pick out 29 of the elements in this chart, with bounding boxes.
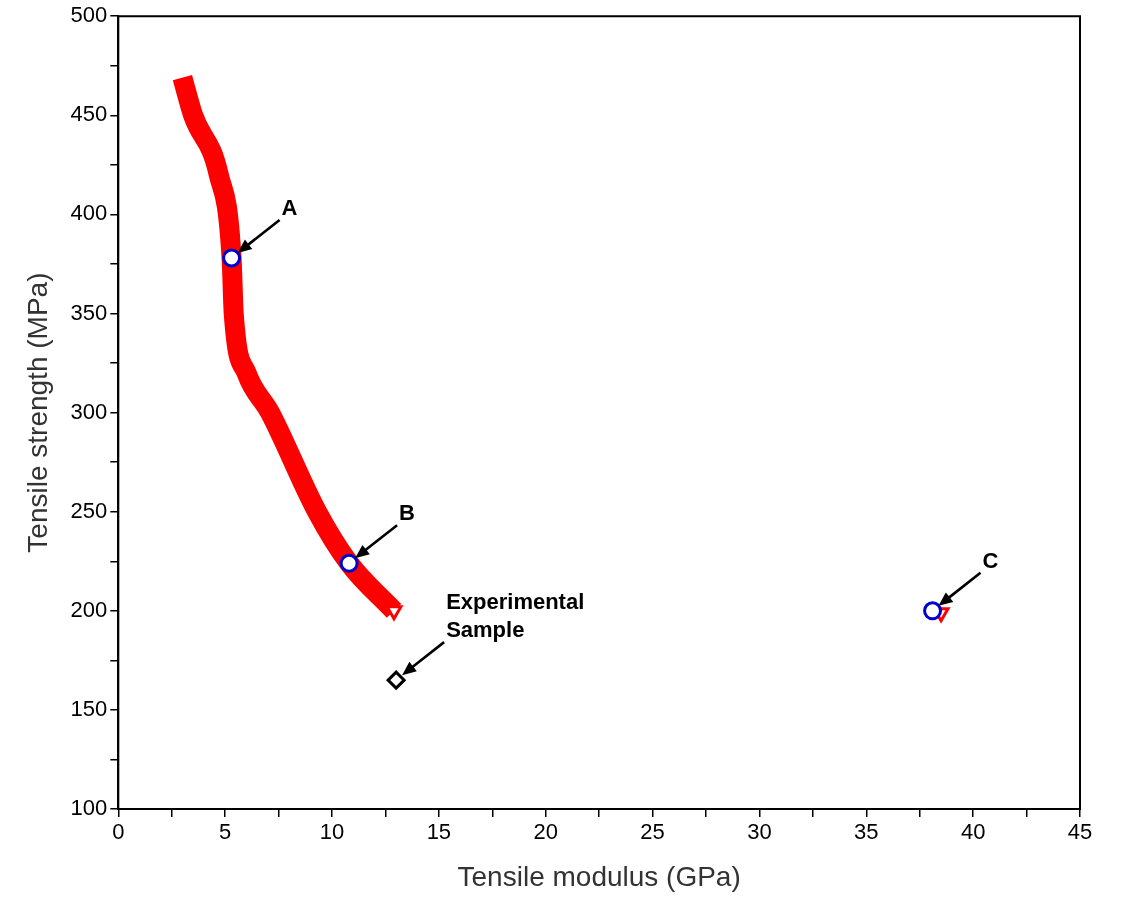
point xyxy=(923,601,943,621)
point xyxy=(339,553,359,573)
y-tick-label: 450 xyxy=(70,101,108,127)
y-tick-label: 300 xyxy=(70,398,108,424)
y-tick-label: 100 xyxy=(70,795,108,821)
point xyxy=(386,670,406,690)
x-tick-label: 10 xyxy=(319,819,345,845)
x-tick-label: 5 xyxy=(219,819,232,845)
x-tick-label: 0 xyxy=(112,819,125,845)
x-tick-label: 20 xyxy=(533,819,558,845)
y-tick-label: 200 xyxy=(70,596,108,622)
annotation: Experimental Sample xyxy=(446,589,585,643)
x-tick-label: 45 xyxy=(1067,819,1093,845)
point xyxy=(222,248,242,268)
y-tick-label: 250 xyxy=(70,497,108,523)
x-tick-label: 15 xyxy=(426,819,452,845)
x-tick-label: 25 xyxy=(640,819,665,845)
y-tick-label: 150 xyxy=(70,695,108,721)
y-tick-label: 500 xyxy=(70,2,108,28)
x-tick-label: 30 xyxy=(747,819,772,845)
x-tick-label: 35 xyxy=(854,819,879,845)
y-tick-label: 400 xyxy=(70,200,108,226)
annotation: C xyxy=(982,547,999,573)
y-axis-title: Tensile strength (MPa) xyxy=(21,272,53,553)
y-tick-label: 350 xyxy=(70,299,108,325)
annotation: B xyxy=(399,500,415,526)
x-axis-title: Tensile modulus (GPa) xyxy=(457,860,741,892)
annotation: A xyxy=(281,195,298,221)
x-tick-label: 40 xyxy=(960,819,986,845)
